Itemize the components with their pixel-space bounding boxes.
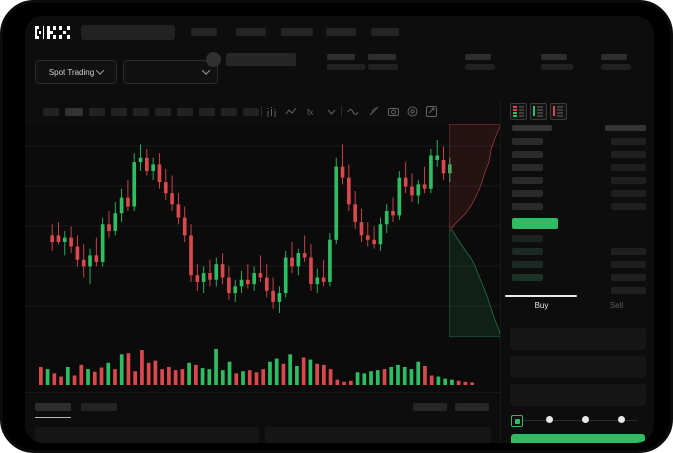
pair-select[interactable] [123, 60, 218, 84]
nav-item-1[interactable] [236, 28, 266, 36]
orderbook-row[interactable] [512, 203, 543, 210]
stepper-step-3[interactable] [582, 416, 589, 423]
candlestick-series [50, 140, 452, 313]
okx-logo-icon[interactable] [35, 26, 73, 39]
orderbook-current-price [512, 218, 558, 229]
nav-item-0[interactable] [191, 28, 217, 36]
order-total-field[interactable] [510, 384, 646, 406]
orders-right-tab-1[interactable] [455, 403, 489, 411]
orderbook-row-qty [611, 287, 646, 294]
wave-icon[interactable] [347, 105, 360, 118]
orders-block-0 [35, 427, 259, 443]
tab-buy-label: Buy [534, 301, 549, 310]
trading-mode-label: Spot Trading [48, 67, 95, 77]
stepper-step-1-active[interactable] [511, 415, 523, 427]
orderbook-row-qty [611, 261, 646, 268]
volume-histogram [25, 337, 500, 392]
market-stat-4 [601, 54, 631, 70]
orderbook-row-qty [611, 151, 646, 158]
tab-sell[interactable]: Sell [578, 301, 654, 310]
orderbook-row[interactable] [512, 164, 543, 171]
stepper-step-4[interactable] [618, 416, 625, 423]
onboarding-stepper [501, 413, 654, 429]
orderbook-row-qty [611, 177, 646, 184]
timeframe-button-1[interactable] [65, 108, 83, 116]
orderbook-bids-icon[interactable] [530, 103, 547, 120]
pair-name-label [226, 53, 296, 66]
order-amount-field[interactable] [510, 356, 646, 378]
toolbar-divider-0 [261, 106, 262, 117]
camera-icon[interactable] [387, 105, 400, 118]
orderbook-row[interactable] [512, 274, 543, 281]
timeframe-group: fx [25, 100, 654, 124]
market-stat-2 [465, 54, 495, 70]
orders-tab-0[interactable] [35, 403, 71, 411]
stepper-step-2[interactable] [546, 416, 553, 423]
orderbook-row-qty [611, 203, 646, 210]
depth-chart-overlay [449, 124, 501, 337]
orders-tab-1[interactable] [81, 403, 117, 411]
orders-right-tab-0[interactable] [413, 403, 447, 411]
svg-text:fx: fx [307, 108, 313, 117]
stepper-track [519, 420, 637, 421]
orderbook-asks-icon[interactable] [550, 103, 567, 120]
orderbook-row-qty [611, 190, 646, 197]
submit-order-button[interactable] [511, 434, 645, 443]
orderbook-row[interactable] [512, 151, 543, 158]
chevron-down-icon [201, 66, 211, 75]
timeframe-button-6[interactable] [177, 108, 193, 116]
orderbook-row[interactable] [512, 138, 543, 145]
line-chart-icon[interactable] [285, 105, 298, 118]
timeframe-button-8[interactable] [221, 108, 237, 116]
orderbook-header-right [605, 125, 646, 131]
fullscreen-icon[interactable] [425, 105, 438, 118]
timeframe-button-0[interactable] [43, 108, 59, 116]
timeframe-button-7[interactable] [199, 108, 215, 116]
timeframe-button-5[interactable] [155, 108, 171, 116]
orderbook-row-qty [611, 138, 646, 145]
tab-buy[interactable]: Buy [503, 301, 580, 310]
nav-item-2[interactable] [281, 28, 313, 36]
timeframe-button-3[interactable] [111, 108, 127, 116]
orderbook-row[interactable] [512, 177, 543, 184]
order-price-field[interactable] [510, 328, 646, 350]
nav-item-3[interactable] [326, 28, 356, 36]
ruler-icon[interactable] [368, 105, 381, 118]
search-input[interactable] [81, 25, 175, 40]
timeframe-button-9[interactable] [243, 108, 259, 116]
top-navigation-bar [25, 16, 654, 48]
nav-item-4[interactable] [371, 28, 399, 36]
toolbar-divider-1 [341, 106, 342, 117]
indicator-icon[interactable]: fx [306, 105, 319, 118]
orderbook-row[interactable] [512, 261, 543, 268]
orders-block-1 [265, 427, 491, 443]
chevron-down-icon[interactable] [325, 105, 338, 118]
orderbook-row-qty [611, 248, 646, 255]
coin-avatar [206, 52, 221, 67]
orderbook-row[interactable] [512, 190, 543, 197]
market-stat-1 [368, 54, 398, 70]
orderbook-row[interactable] [512, 248, 543, 255]
app-screen: Spot Trading fx [25, 16, 654, 443]
timeframe-button-2[interactable] [89, 108, 105, 116]
buy-sell-tabs: Buy Sell [501, 295, 654, 321]
market-stat-3 [541, 54, 573, 70]
chevron-down-icon [95, 66, 105, 75]
orderbook-row-qty [611, 274, 646, 281]
orderbook-trade-sidebar: Buy Sell [500, 100, 654, 443]
candlestick-icon[interactable] [265, 105, 278, 118]
orders-panel [25, 392, 500, 443]
orderbook-both-icon[interactable] [510, 103, 527, 120]
market-stat-0 [327, 54, 365, 70]
gear-icon[interactable] [406, 105, 419, 118]
trading-mode-select[interactable]: Spot Trading [35, 60, 117, 84]
orderbook-header-left [512, 125, 552, 131]
orderbook-row-qty [611, 164, 646, 171]
buy-tab-underline [505, 295, 577, 297]
orders-tab-underline [35, 417, 71, 418]
tab-sell-label: Sell [609, 301, 624, 310]
orderbook-row[interactable] [512, 235, 543, 242]
timeframe-button-4[interactable] [133, 108, 149, 116]
